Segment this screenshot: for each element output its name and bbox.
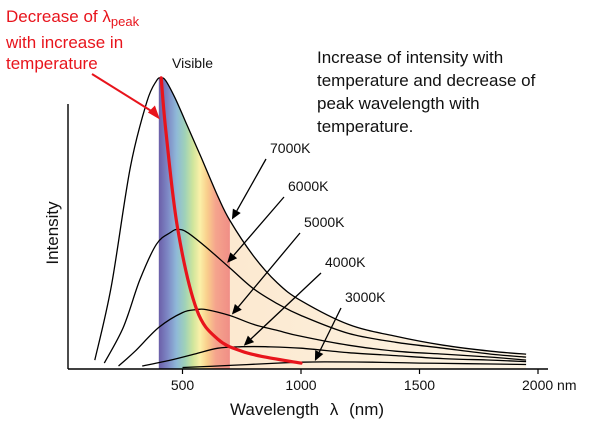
temperature-labels: 7000K 6000K 5000K 4000K 3000K xyxy=(270,140,386,305)
label-4000k: 4000K xyxy=(325,254,366,270)
peak-annotation-line2: with increase in xyxy=(6,33,124,52)
x-ticks: 500 1000 1500 2000 nm xyxy=(171,369,576,393)
lambda-symbol: λ xyxy=(102,7,111,26)
x-axis-label-word: Wavelength xyxy=(230,400,319,419)
visible-label: Visible xyxy=(172,55,213,71)
x-axis-label-symbol: λ xyxy=(330,400,339,419)
visible-band xyxy=(158,77,230,369)
arrow-3000k xyxy=(314,307,342,361)
y-axis-label: Intensity xyxy=(43,201,62,265)
x-tick-label: 1000 xyxy=(285,377,316,393)
arrow-6000k xyxy=(227,196,285,263)
x-axis-label-unit: (nm) xyxy=(349,400,384,419)
temperature-arrows xyxy=(227,158,342,361)
label-6000k: 6000K xyxy=(288,178,329,194)
peak-subscript: peak xyxy=(110,14,140,29)
series-line-3000k xyxy=(182,361,527,369)
arrow-5000k xyxy=(231,232,301,315)
x-axis-label: Wavelength λ (nm) xyxy=(230,400,384,419)
series-line-4000k xyxy=(142,345,527,367)
arrow-7000k xyxy=(231,158,267,220)
axes: 500 1000 1500 2000 nm xyxy=(67,104,576,393)
peak-annotation-arrow xyxy=(91,73,160,120)
x-tick-label: 500 xyxy=(171,377,195,393)
series-line-7000k xyxy=(94,77,527,361)
peak-shift-annotation: Decrease of λpeak with increase in tempe… xyxy=(6,6,176,74)
label-7000k: 7000K xyxy=(270,140,311,156)
x-tick-label: 1500 xyxy=(404,377,435,393)
series-curves xyxy=(94,77,527,369)
arrow-4000k xyxy=(243,272,322,346)
x-tick-label: 2000 nm xyxy=(522,377,576,393)
peak-annotation-line3: temperature xyxy=(6,54,98,73)
series-line-6000k xyxy=(103,228,527,364)
peak-annotation-text: Decrease of xyxy=(6,7,98,26)
series-line-5000k xyxy=(118,308,527,367)
infrared-fill xyxy=(228,217,527,369)
intensity-note: Increase of intensity with temperature a… xyxy=(317,48,536,136)
peak-trend-line xyxy=(159,76,303,365)
label-5000k: 5000K xyxy=(304,214,345,230)
label-3000k: 3000K xyxy=(345,289,386,305)
